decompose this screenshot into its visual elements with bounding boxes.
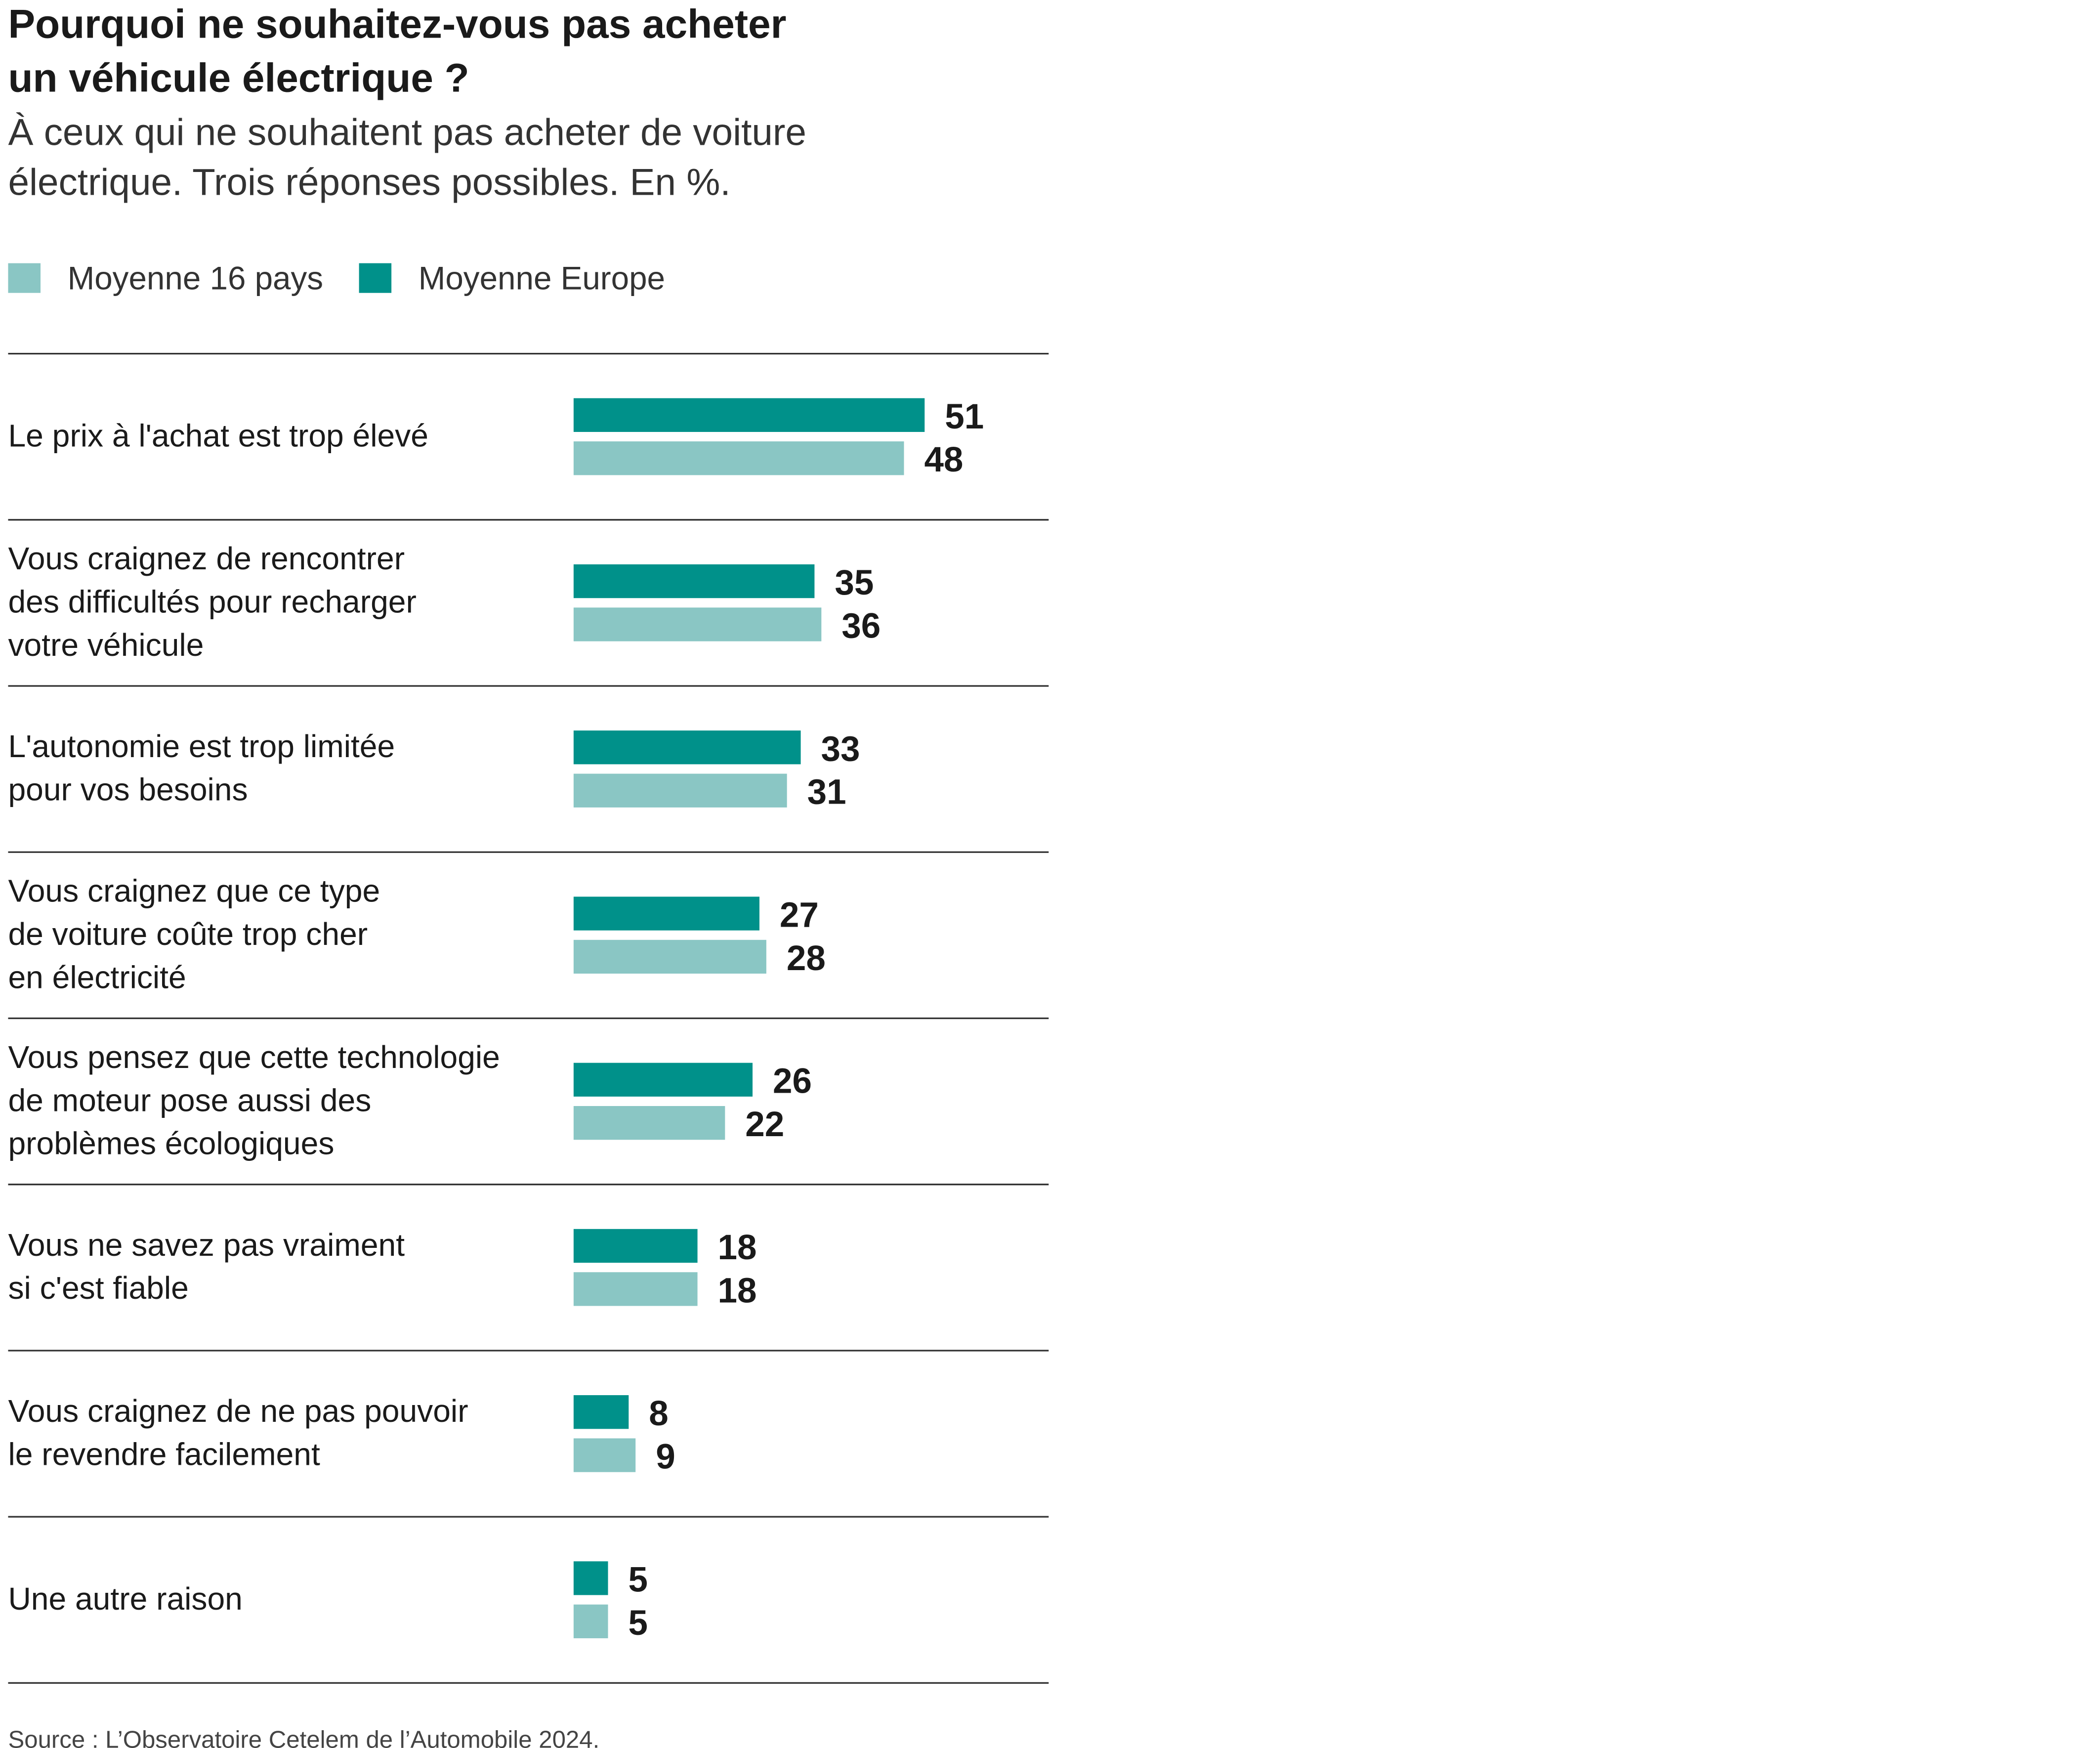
category-label: si c'est fiable: [8, 1270, 188, 1306]
legend-swatch: [359, 263, 392, 293]
bar: [573, 1063, 753, 1097]
legend-label: Moyenne Europe: [419, 260, 665, 296]
bar: [573, 1604, 608, 1638]
category-label: de voiture coûte trop cher: [8, 916, 368, 952]
bar: [573, 441, 904, 475]
bar: [573, 896, 759, 931]
value-label: 26: [773, 1062, 812, 1101]
category-label: Vous ne savez pas vraiment: [8, 1227, 405, 1263]
bar: [573, 1438, 636, 1472]
bar: [573, 1561, 608, 1595]
bar: [573, 398, 925, 432]
category-label: Vous pensez que cette technologie: [8, 1039, 500, 1075]
category-label: L'autonomie est trop limitée: [8, 728, 395, 764]
value-label: 48: [924, 440, 963, 479]
category-label: Le prix à l'achat est trop élevé: [8, 418, 428, 453]
bar: [573, 1395, 629, 1429]
bar: [573, 773, 787, 808]
category-label: de moteur pose aussi des: [8, 1082, 371, 1118]
legend-swatch: [8, 263, 41, 293]
bar: [573, 607, 822, 641]
category-label: en électricité: [8, 959, 186, 995]
category-label: Vous craignez de rencontrer: [8, 541, 405, 576]
source: Source : L’Observatoire Cetelem de l’Aut…: [8, 1726, 599, 1748]
value-label: 5: [628, 1604, 648, 1643]
bar: [573, 939, 766, 974]
value-label: 5: [628, 1560, 648, 1599]
chart-title: un véhicule électrique ?: [8, 56, 469, 101]
value-label: 28: [787, 939, 826, 978]
value-label: 36: [841, 606, 881, 645]
category-label: le revendre facilement: [8, 1436, 320, 1472]
category-label: Vous craignez de ne pas pouvoir: [8, 1393, 468, 1429]
legend-label: Moyenne 16 pays: [68, 260, 323, 296]
value-label: 18: [718, 1228, 757, 1267]
category-label: problèmes écologiques: [8, 1126, 334, 1161]
bar: [573, 1272, 698, 1306]
category-label: Une autre raison: [8, 1581, 242, 1617]
bar: [573, 564, 815, 598]
value-label: 18: [718, 1271, 757, 1310]
value-label: 8: [649, 1394, 669, 1433]
chart-subtitle: À ceux qui ne souhaitent pas acheter de …: [8, 111, 806, 153]
chart-title: Pourquoi ne souhaitez-vous pas acheter: [8, 1, 786, 46]
chart-subtitle: électrique. Trois réponses possibles. En…: [8, 161, 730, 203]
category-label: Vous craignez que ce type: [8, 873, 380, 909]
value-label: 33: [821, 729, 860, 768]
value-label: 35: [835, 563, 874, 602]
category-label: votre véhicule: [8, 627, 204, 663]
value-label: 31: [807, 773, 846, 812]
value-label: 9: [656, 1438, 675, 1477]
value-label: 22: [745, 1105, 784, 1144]
bar: [573, 1229, 698, 1263]
category-label: pour vos besoins: [8, 772, 248, 808]
value-label: 51: [945, 397, 984, 436]
category-label: des difficultés pour recharger: [8, 584, 416, 620]
bar: [573, 730, 801, 765]
bar: [573, 1106, 725, 1140]
value-label: 27: [780, 895, 819, 935]
